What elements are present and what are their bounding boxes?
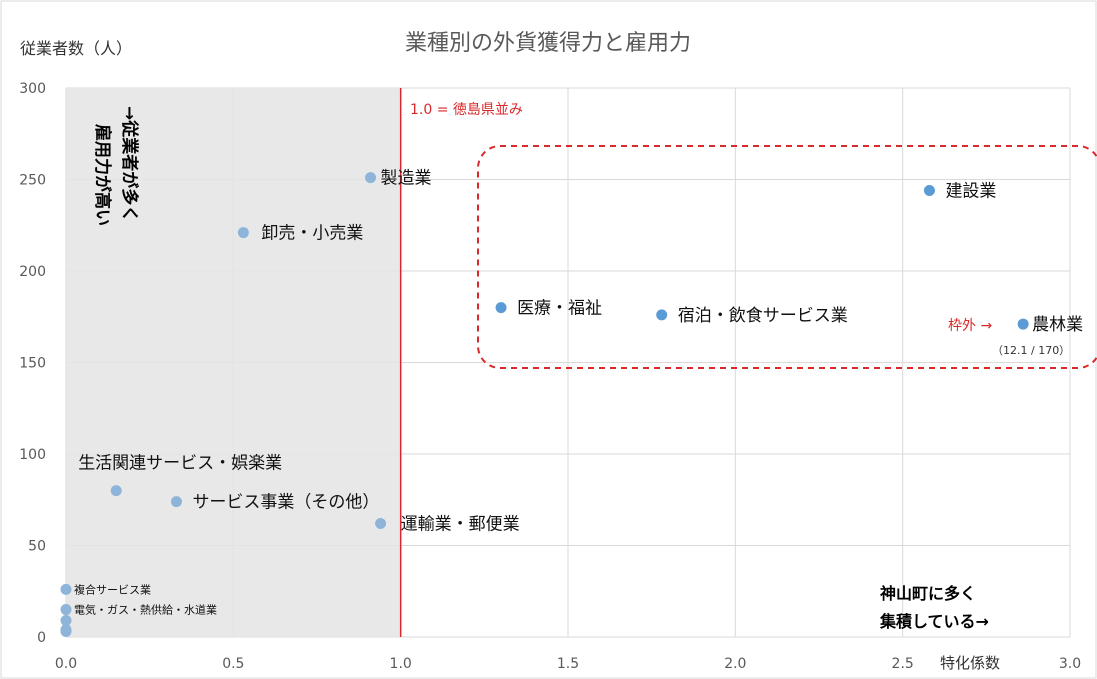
y-axis-label: 従業者数（人） <box>20 39 132 58</box>
x-tick-label: 0.0 <box>55 656 77 672</box>
out-of-frame-value: （12.1 / 170） <box>992 344 1070 357</box>
x-tick-label: 3.0 <box>1059 656 1081 672</box>
y-tick-label: 300 <box>19 81 46 97</box>
data-point-label: 生活関連サービス・娯楽業 <box>78 454 282 474</box>
x-axis-label: 特化係数 <box>940 654 1000 672</box>
data-point <box>60 626 72 638</box>
bottom-note-line2: 集積している→ <box>879 612 989 631</box>
reference-line-label: 1.0 = 徳島県並み <box>410 102 523 118</box>
y-tick-label: 0 <box>37 630 46 646</box>
chart-title: 業種別の外貨獲得力と雇用力 <box>405 31 691 56</box>
data-point-label: 製造業 <box>381 169 432 189</box>
y-tick-label: 50 <box>28 539 46 555</box>
data-point <box>60 583 72 595</box>
data-point <box>495 302 507 314</box>
data-point-label: サービス事業（その他） <box>192 493 379 513</box>
data-point <box>110 485 122 497</box>
data-points-layer <box>60 172 1029 638</box>
data-point <box>656 309 668 321</box>
data-point-label: 電気・ガス・熱供給・水道業 <box>74 603 217 617</box>
y-tick-label: 100 <box>19 447 46 463</box>
x-tick-label: 2.0 <box>724 656 746 672</box>
data-point <box>60 615 72 627</box>
data-point-label: 複合サービス業 <box>74 582 151 596</box>
data-point <box>237 227 249 239</box>
data-point-label: 卸売・小売業 <box>261 224 363 244</box>
data-point-label: 建設業 <box>945 181 996 201</box>
vertical-note-col1: →従業者が多く <box>119 106 140 222</box>
x-tick-label: 2.5 <box>892 656 914 672</box>
data-point <box>170 496 182 508</box>
y-tick-label: 150 <box>19 356 46 372</box>
x-tick-label: 0.5 <box>222 656 244 672</box>
data-point <box>1017 318 1029 330</box>
data-point <box>923 184 935 196</box>
data-point-label: 宿泊・飲食サービス業 <box>678 306 848 326</box>
highlight-dashed-frame <box>477 145 1097 369</box>
data-point-label: 医療・福祉 <box>517 299 602 319</box>
data-point <box>375 518 387 530</box>
data-point <box>60 604 72 616</box>
bottom-note-line1: 神山町に多く <box>880 584 976 603</box>
y-tick-label: 200 <box>19 264 46 280</box>
data-point-label: 運輸業・郵便業 <box>401 515 520 535</box>
out-of-frame-label: 枠外 → <box>948 318 992 334</box>
x-tick-label: 1.5 <box>557 656 579 672</box>
x-tick-label: 1.0 <box>390 656 412 672</box>
shaded-region-layer <box>66 88 401 637</box>
data-point <box>365 172 377 184</box>
y-tick-label: 250 <box>19 173 46 189</box>
vertical-note-col2: 雇用力が高い <box>92 124 113 226</box>
shaded-region <box>66 88 401 637</box>
data-point-label: 農林業 <box>1032 315 1083 335</box>
